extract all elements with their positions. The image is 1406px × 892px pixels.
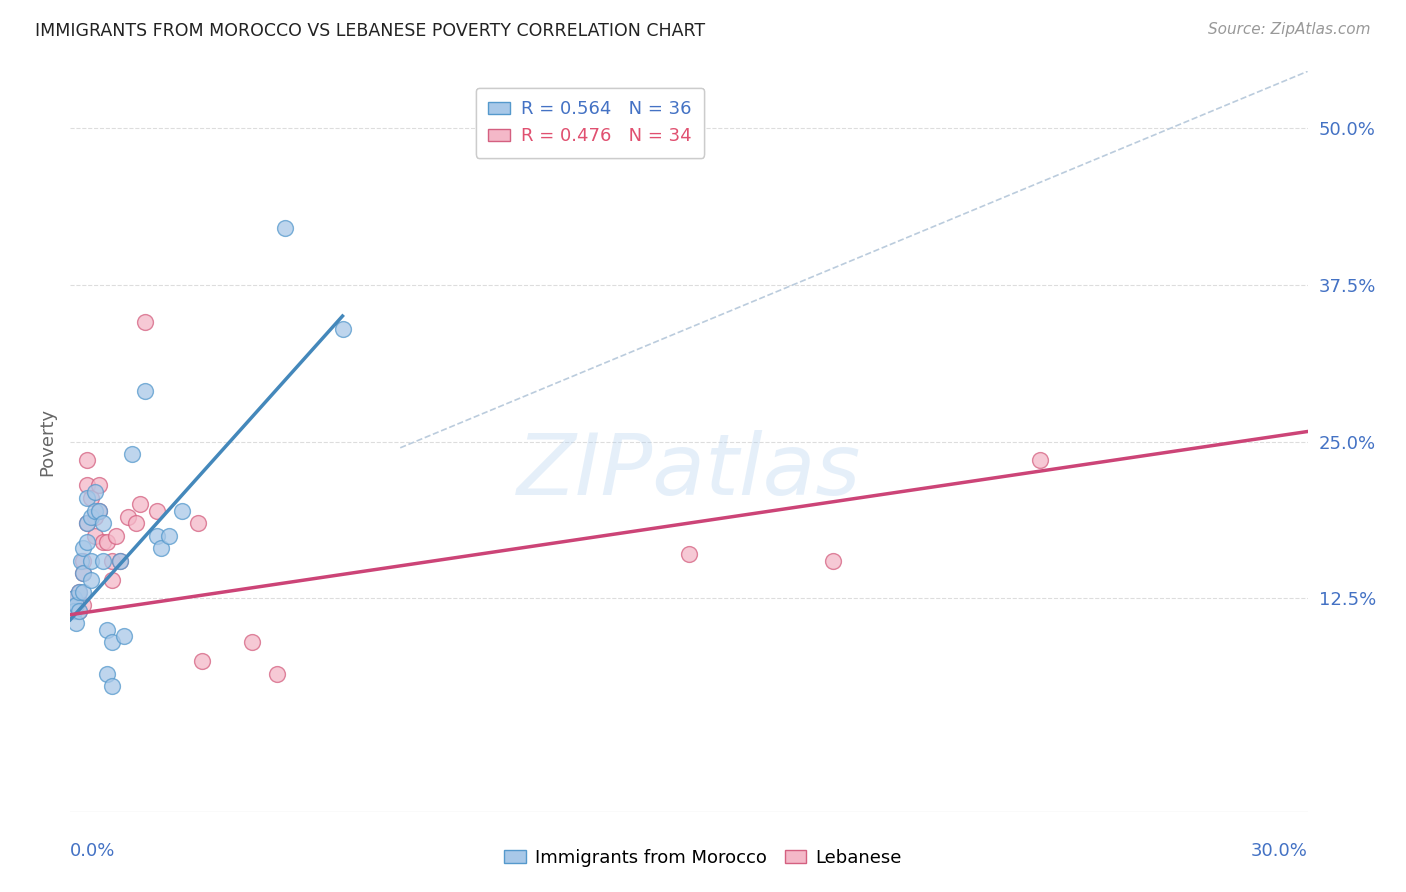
Legend: R = 0.564   N = 36, R = 0.476   N = 34: R = 0.564 N = 36, R = 0.476 N = 34 (475, 87, 704, 158)
Point (84, 484, 107, 499)
Text: IMMIGRANTS FROM MOROCCO VS LEBANESE POVERTY CORRELATION CHART: IMMIGRANTS FROM MOROCCO VS LEBANESE POVE… (35, 22, 706, 40)
Point (67, 585, 90, 599)
Point (112, 629, 135, 643)
Point (332, 321, 354, 335)
Point (89, 503, 111, 517)
Point (72, 566, 94, 581)
Point (72, 541, 94, 556)
Point (84, 509, 107, 524)
Legend: Immigrants from Morocco, Lebanese: Immigrants from Morocco, Lebanese (496, 842, 910, 874)
Y-axis label: Poverty: Poverty (38, 408, 56, 475)
Point (80, 554, 103, 568)
Point (72, 585, 94, 599)
Text: Source: ZipAtlas.com: Source: ZipAtlas.com (1208, 22, 1371, 37)
Point (274, 221, 297, 235)
Point (63, 591, 86, 606)
Point (76, 453, 98, 467)
Point (67, 585, 90, 599)
Point (65, 598, 87, 612)
Point (63, 604, 86, 618)
Point (72, 554, 94, 568)
Point (100, 573, 122, 587)
Text: 30.0%: 30.0% (1251, 842, 1308, 860)
Point (76, 478, 98, 492)
Point (76, 516, 98, 530)
Point (1028, 453, 1050, 467)
Point (240, 635, 263, 649)
Point (60, 600, 83, 615)
Point (100, 679, 122, 693)
Point (187, 516, 209, 530)
Point (823, 554, 845, 568)
Point (65, 616, 87, 631)
Point (146, 529, 169, 543)
Point (170, 503, 193, 517)
Point (67, 604, 90, 618)
Point (89, 503, 111, 517)
Point (134, 384, 156, 399)
Point (76, 491, 98, 505)
Point (89, 478, 111, 492)
Point (65, 598, 87, 612)
Point (96, 535, 118, 549)
Point (108, 554, 131, 568)
Point (96, 623, 118, 637)
Point (117, 509, 139, 524)
Point (678, 548, 700, 562)
Point (100, 554, 122, 568)
Text: 0.0%: 0.0% (70, 842, 115, 860)
Point (72, 598, 94, 612)
Point (125, 516, 148, 530)
Point (100, 635, 122, 649)
Point (80, 573, 103, 587)
Point (121, 447, 143, 461)
Point (67, 604, 90, 618)
Point (91, 516, 114, 530)
Point (60, 604, 83, 618)
Point (80, 509, 103, 524)
Point (76, 516, 98, 530)
Point (104, 529, 127, 543)
Text: ZIPatlas: ZIPatlas (517, 430, 860, 513)
Point (69, 554, 91, 568)
Point (76, 535, 98, 549)
Point (157, 529, 180, 543)
Point (146, 503, 169, 517)
Point (91, 535, 114, 549)
Point (72, 566, 94, 581)
Point (96, 666, 118, 681)
Point (84, 503, 107, 517)
Point (191, 654, 214, 668)
Point (129, 497, 152, 511)
Point (80, 491, 103, 505)
Point (63, 591, 86, 606)
Point (84, 529, 107, 543)
Point (108, 554, 131, 568)
Point (91, 554, 114, 568)
Point (134, 315, 156, 329)
Point (150, 541, 173, 556)
Point (266, 666, 288, 681)
